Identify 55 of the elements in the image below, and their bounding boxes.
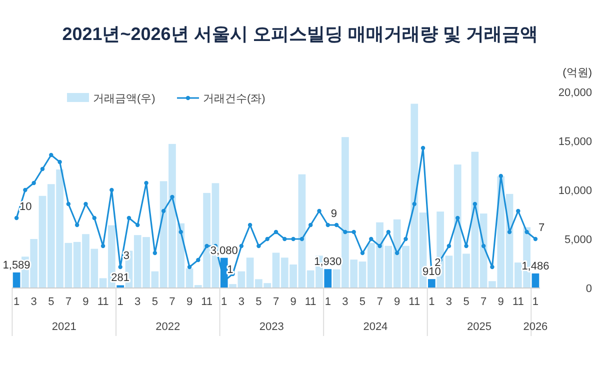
x-tick-label: 3 <box>30 296 37 308</box>
data-label: 10 <box>20 201 32 213</box>
text: 2025 <box>467 321 492 333</box>
x-tick-label: 11 <box>304 296 316 308</box>
data-label: 281 <box>111 272 130 284</box>
text: 2021 <box>52 321 76 333</box>
x-tick-label: 7 <box>65 296 72 308</box>
x-tick-label: 11 <box>408 296 420 308</box>
data-label: 1,486 <box>522 260 550 272</box>
x-tick-label: 1 <box>428 296 435 308</box>
data-label: 9 <box>330 208 338 220</box>
x-tick-label: 3 <box>134 296 141 308</box>
legend-label: 거래금액(우) <box>93 93 156 105</box>
text: 2023 <box>259 321 284 333</box>
x-tick-label: 11 <box>512 296 524 308</box>
x-tick-label: 11 <box>201 296 213 308</box>
x-tick-label: 9 <box>186 296 193 308</box>
data-label: 7 <box>538 222 545 234</box>
y2-tick-label: 0 <box>586 283 592 295</box>
x-tick-label: 1 <box>13 296 20 308</box>
x-tick-label: 7 <box>272 296 280 308</box>
x-tick-label: 5 <box>359 296 366 308</box>
x-tick-label: 5 <box>48 296 54 308</box>
legend-label: 거래건수(좌) <box>203 93 266 105</box>
x-tick-label: 5 <box>256 296 262 308</box>
x-tick-label: 11 <box>97 296 109 308</box>
data-label: 1,930 <box>314 256 342 268</box>
text: 2026 <box>523 321 548 333</box>
y2-axis-title: (억원) <box>562 67 592 79</box>
text: 2022 <box>156 321 180 333</box>
x-tick-label: 3 <box>446 296 452 308</box>
y2-tick-label: 10,000 <box>558 185 592 197</box>
x-tick-label: 3 <box>238 296 244 308</box>
x-tick-label: 1 <box>532 296 539 308</box>
x-tick-label: 9 <box>82 296 89 308</box>
y2-tick-label: 20,000 <box>558 87 592 99</box>
x-tick-label: 7 <box>480 296 487 308</box>
x-tick-label: 5 <box>463 296 470 308</box>
x-tick-label: 1 <box>221 296 228 308</box>
x-tick-label: 7 <box>169 296 176 308</box>
x-tick-label: 3 <box>342 296 348 308</box>
x-tick-label: 9 <box>290 296 296 308</box>
data-label: 1,589 <box>2 259 30 272</box>
chart-title: 2021년~2026년 서울시 오피스빌딩 매매거래량 및 거래금액 <box>62 24 538 44</box>
data-label: 1 <box>227 264 234 276</box>
x-tick-label: 9 <box>498 296 504 308</box>
y2-tick-label: 5,000 <box>564 234 592 246</box>
x-tick-label: 1 <box>117 296 124 308</box>
x-tick-label: 9 <box>394 296 400 308</box>
x-tick-label: 1 <box>324 296 331 308</box>
text: 2024 <box>363 321 388 333</box>
data-label: 3 <box>123 250 130 262</box>
x-tick-label: 7 <box>376 296 383 308</box>
y2-tick-label: 15,000 <box>558 136 592 148</box>
x-tick-label: 5 <box>152 296 158 308</box>
